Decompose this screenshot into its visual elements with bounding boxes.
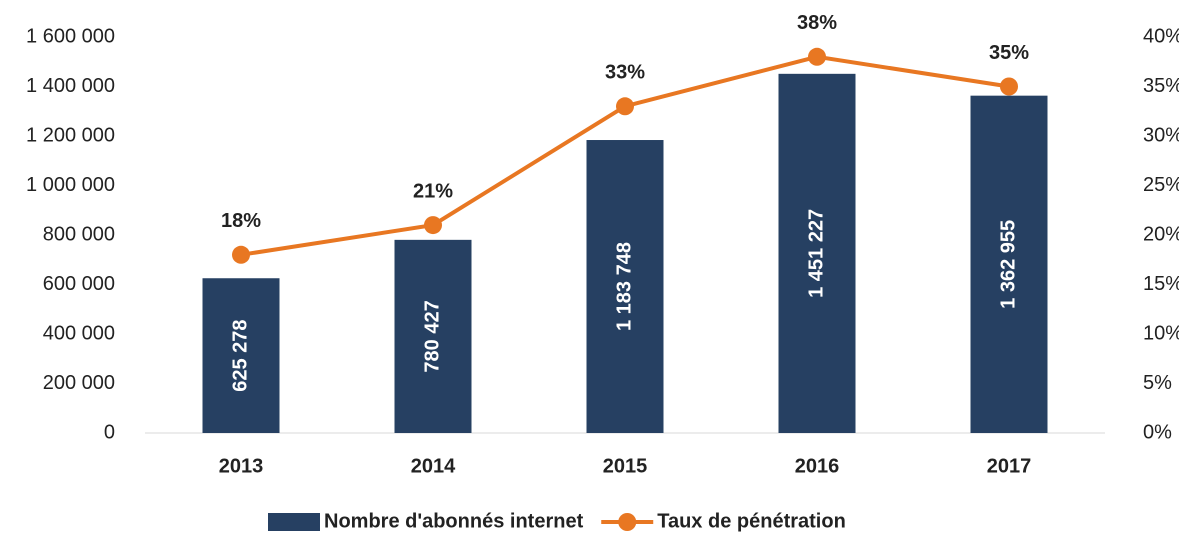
- bar-value-label: 1 451 227: [805, 209, 827, 298]
- bar-value-label: 1 183 748: [613, 242, 635, 331]
- bar-value-label: 1 362 955: [997, 220, 1019, 309]
- y-tick-label: 1 600 000: [26, 25, 115, 47]
- line-value-label: 21%: [413, 180, 453, 202]
- bar: [202, 278, 280, 433]
- y2-tick-label: 30%: [1143, 124, 1179, 146]
- line-marker: [808, 47, 826, 66]
- x-tick-label: 2015: [603, 455, 648, 477]
- bar-value-label: 780 427: [421, 300, 443, 372]
- legend-label: Nombre d'abonnés internet: [324, 510, 584, 532]
- y2-tick-label: 35%: [1143, 75, 1179, 97]
- legend-swatch: [268, 513, 320, 531]
- bar: [970, 95, 1048, 433]
- line-marker: [616, 97, 634, 116]
- x-tick-label: 2017: [987, 455, 1032, 477]
- bar: [394, 239, 472, 433]
- bar: [586, 140, 664, 433]
- x-tick-label: 2013: [219, 455, 264, 477]
- line-marker: [1000, 77, 1018, 96]
- y-tick-label: 200 000: [43, 372, 115, 394]
- y-tick-label: 1 200 000: [26, 124, 115, 146]
- y-tick-label: 600 000: [43, 273, 115, 295]
- y-tick-label: 400 000: [43, 322, 115, 344]
- bar-value-label: 625 278: [229, 319, 251, 391]
- line-value-label: 33%: [605, 62, 645, 84]
- y2-tick-label: 5%: [1143, 372, 1172, 394]
- legend-label: Taux de pénétration: [657, 510, 846, 532]
- y2-tick-label: 10%: [1143, 322, 1179, 344]
- y-tick-label: 0: [104, 421, 115, 443]
- line-value-label: 38%: [797, 12, 837, 34]
- x-tick-label: 2014: [411, 455, 456, 477]
- bar: [778, 73, 856, 433]
- y2-tick-label: 20%: [1143, 223, 1179, 245]
- x-tick-label: 2016: [795, 455, 840, 477]
- y-tick-label: 800 000: [43, 223, 115, 245]
- y-tick-label: 1 400 000: [26, 75, 115, 97]
- line-value-label: 35%: [989, 42, 1029, 64]
- line-marker: [424, 216, 442, 235]
- y2-tick-label: 15%: [1143, 273, 1179, 295]
- y2-tick-label: 0%: [1143, 421, 1172, 443]
- line-value-label: 18%: [221, 210, 261, 232]
- y2-tick-label: 40%: [1143, 25, 1179, 47]
- line-marker: [232, 245, 250, 264]
- legend-swatch-marker: [618, 513, 637, 531]
- y-tick-label: 1 000 000: [26, 174, 115, 196]
- y2-tick-label: 25%: [1143, 174, 1179, 196]
